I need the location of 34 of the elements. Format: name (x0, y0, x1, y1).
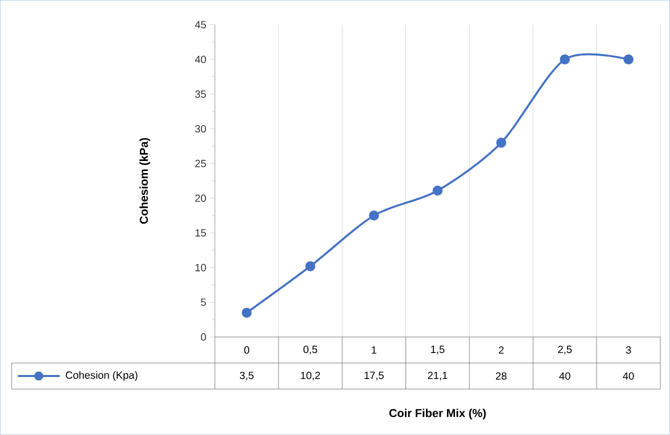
point (432, 186, 443, 196)
point (623, 54, 634, 65)
data-label: 40 (559, 372, 570, 380)
point (242, 308, 252, 318)
y-tick-label: 20 (195, 194, 206, 202)
x-tick-label: 1,5 (431, 346, 444, 354)
data-label: 17,5 (364, 372, 384, 380)
point (496, 138, 506, 148)
data-label: 10,2 (300, 372, 320, 380)
y-tick-label: 30 (195, 125, 206, 133)
y-axis-title: Cohesiom (kPa) (139, 138, 150, 224)
y-tick-label: 45 (194, 21, 206, 28)
y-tick-label: 0 (200, 333, 206, 341)
point (305, 261, 316, 272)
y-tick-label: 15 (196, 229, 206, 237)
data-label: 40 (622, 372, 634, 380)
y-tick-label: 35 (195, 90, 206, 98)
x-tick-label: 0,5 (303, 346, 318, 354)
x-tick-label: 1 (372, 346, 376, 354)
x-tick-label: 0 (244, 346, 250, 354)
data-label: 3,5 (240, 372, 254, 380)
y-tick-label: 40 (194, 56, 206, 64)
data-label: 28 (496, 372, 507, 380)
y-tick-label: 25 (195, 160, 206, 168)
y-tick-label: 5 (200, 298, 206, 306)
point (368, 210, 379, 221)
x-axis-title: Coir Fiber Mix (%) (389, 408, 486, 420)
x-tick-label: 2,5 (558, 346, 572, 354)
y-tick-label: 10 (196, 264, 206, 272)
legend-label: Cohesion (Kpa) (66, 371, 138, 382)
x-tick-label: 3 (626, 346, 631, 354)
data-label: 21,1 (428, 372, 448, 380)
point (560, 54, 570, 65)
x-tick-label: 2 (498, 346, 504, 354)
